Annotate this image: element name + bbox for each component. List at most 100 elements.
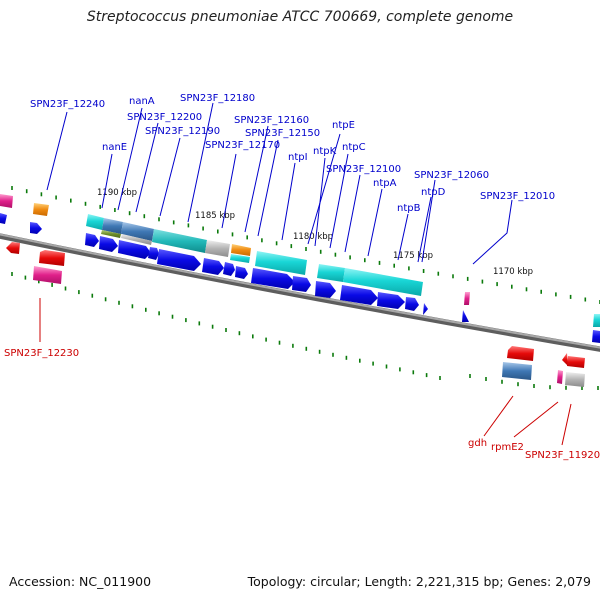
- cds-reverse: [562, 353, 568, 366]
- cds-forward: [251, 268, 295, 289]
- cds-forward: [423, 303, 428, 315]
- leader-line: [135, 122, 159, 213]
- gene-label-ntpc: ntpC: [342, 142, 366, 153]
- leader-line: [397, 213, 409, 261]
- cds-forward: [235, 266, 248, 279]
- feature-gray: [121, 234, 152, 245]
- gene-label-ntpe: ntpE: [332, 120, 355, 131]
- cds-forward: [30, 222, 42, 234]
- leader-line: [281, 162, 296, 241]
- genome-backbone: [0, 233, 600, 352]
- feature-olive: [101, 230, 121, 238]
- forward-cds-ring: [0, 213, 600, 343]
- ruler-label-1185: 1185 kbp: [195, 211, 235, 221]
- genome-summary-text: Topology: circular; Length: 2,221,315 bp…: [247, 574, 591, 589]
- leader-line: [159, 137, 181, 217]
- leader-line: [46, 111, 68, 191]
- feature-orange: [33, 203, 49, 216]
- cds-reverse: [567, 356, 585, 368]
- forward-labels: SPN23F_12240 nanA SPN23F_12180 SPN23F_12…: [30, 93, 555, 265]
- ruler-label-1180: 1180 kbp: [293, 232, 333, 242]
- leader-line: [417, 196, 432, 263]
- gene-label-nane: nanE: [102, 142, 127, 153]
- ruler-label-1175: 1175 kbp: [393, 251, 433, 261]
- gene-label-gdh: gdh: [468, 438, 487, 449]
- cds-forward: [148, 247, 159, 260]
- leader-line: [101, 153, 113, 209]
- cds-forward: [340, 285, 378, 305]
- gene-label-spn23f-12060: SPN23F_12060: [414, 170, 489, 181]
- cds-forward: [405, 297, 419, 311]
- leader-line: [221, 153, 237, 229]
- reverse-cds-ring: [6, 242, 585, 368]
- cds-forward: [223, 262, 235, 276]
- feature-cyan: [593, 314, 600, 327]
- cds-forward: [292, 276, 311, 292]
- feature-teal: [152, 229, 207, 253]
- leader-line: [367, 188, 383, 257]
- gene-label-spn23f-12010: SPN23F_12010: [480, 191, 555, 202]
- reverse-labels: SPN23F_12230 gdh rpmE2 SPN23F_11920: [4, 298, 600, 461]
- leader-line: [117, 107, 143, 211]
- cds-forward: [592, 330, 600, 343]
- leader-line: [344, 174, 361, 253]
- ruler-label-1190: 1190 kbp: [97, 188, 137, 198]
- feature-magenta: [33, 266, 62, 284]
- gene-label-spn23f-12160: SPN23F_12160: [234, 115, 309, 126]
- feature-steel: [102, 218, 123, 234]
- cds-forward: [315, 281, 336, 298]
- leader-line: [513, 401, 559, 438]
- ruler: 1190 kbp 1185 kbp 1180 kbp 1175 kbp 1170…: [97, 188, 533, 277]
- gene-label-spn23f-12170: SPN23F_12170: [205, 140, 280, 151]
- gene-label-spn23f-12230: SPN23F_12230: [4, 348, 79, 359]
- forward-feature-ring: [0, 194, 600, 327]
- leader-line: [187, 102, 214, 223]
- feature-cyan: [255, 251, 307, 275]
- gene-label-ntpb: ntpB: [397, 203, 421, 214]
- leader-line: [483, 395, 514, 437]
- gene-label-spn23f-12150: SPN23F_12150: [245, 128, 320, 139]
- ruler-label-1170: 1170 kbp: [493, 267, 533, 277]
- cds-forward: [462, 310, 469, 322]
- cds-forward: [118, 240, 151, 259]
- feature-gray: [205, 240, 230, 257]
- cds-forward: [157, 249, 201, 271]
- reverse-feature-ring: [33, 266, 585, 387]
- gene-label-ntpi: ntpI: [288, 152, 308, 163]
- cds-reverse: [6, 242, 20, 254]
- feature-steel: [502, 362, 532, 380]
- cds-forward: [377, 292, 405, 309]
- gene-label-spn23f-11920: SPN23F_11920: [525, 450, 600, 461]
- gene-label-spn23f-12190: SPN23F_12190: [145, 126, 220, 137]
- feature-gray: [565, 372, 585, 387]
- leader-line: [257, 139, 279, 237]
- leader-line: [421, 179, 436, 263]
- feature-magenta: [0, 194, 13, 208]
- leader-line: [244, 125, 269, 233]
- gene-label-rpme2: rpmE2: [491, 442, 524, 453]
- leader-line: [561, 403, 572, 446]
- feature-magenta: [464, 292, 470, 305]
- gene-label-spn23f-12100: SPN23F_12100: [326, 164, 401, 175]
- cds-forward: [0, 213, 7, 224]
- feature-steel: [121, 222, 154, 241]
- cds-forward: [85, 233, 99, 247]
- leader-line: [329, 153, 349, 249]
- feature-cyan: [343, 268, 423, 296]
- leader-line: [472, 199, 513, 265]
- gene-label-ntpd: ntpD: [421, 187, 446, 198]
- gene-label-spn23f-12200: SPN23F_12200: [127, 112, 202, 123]
- cds-forward: [202, 258, 224, 275]
- gene-label-spn23f-12180: SPN23F_12180: [180, 93, 255, 104]
- leader-line: [314, 157, 326, 247]
- feature-cyan: [230, 254, 250, 263]
- feature-cyan: [86, 214, 104, 230]
- accession-text: Accession: NC_011900: [9, 574, 152, 589]
- gene-label-ntpk: ntpK: [313, 146, 337, 157]
- gene-label-nana: nanA: [129, 96, 155, 107]
- feature-magenta: [557, 370, 563, 384]
- genome-backbone-highlight: [0, 233, 600, 349]
- gene-label-spn23f-12240: SPN23F_12240: [30, 99, 105, 110]
- leader-line: [307, 133, 341, 245]
